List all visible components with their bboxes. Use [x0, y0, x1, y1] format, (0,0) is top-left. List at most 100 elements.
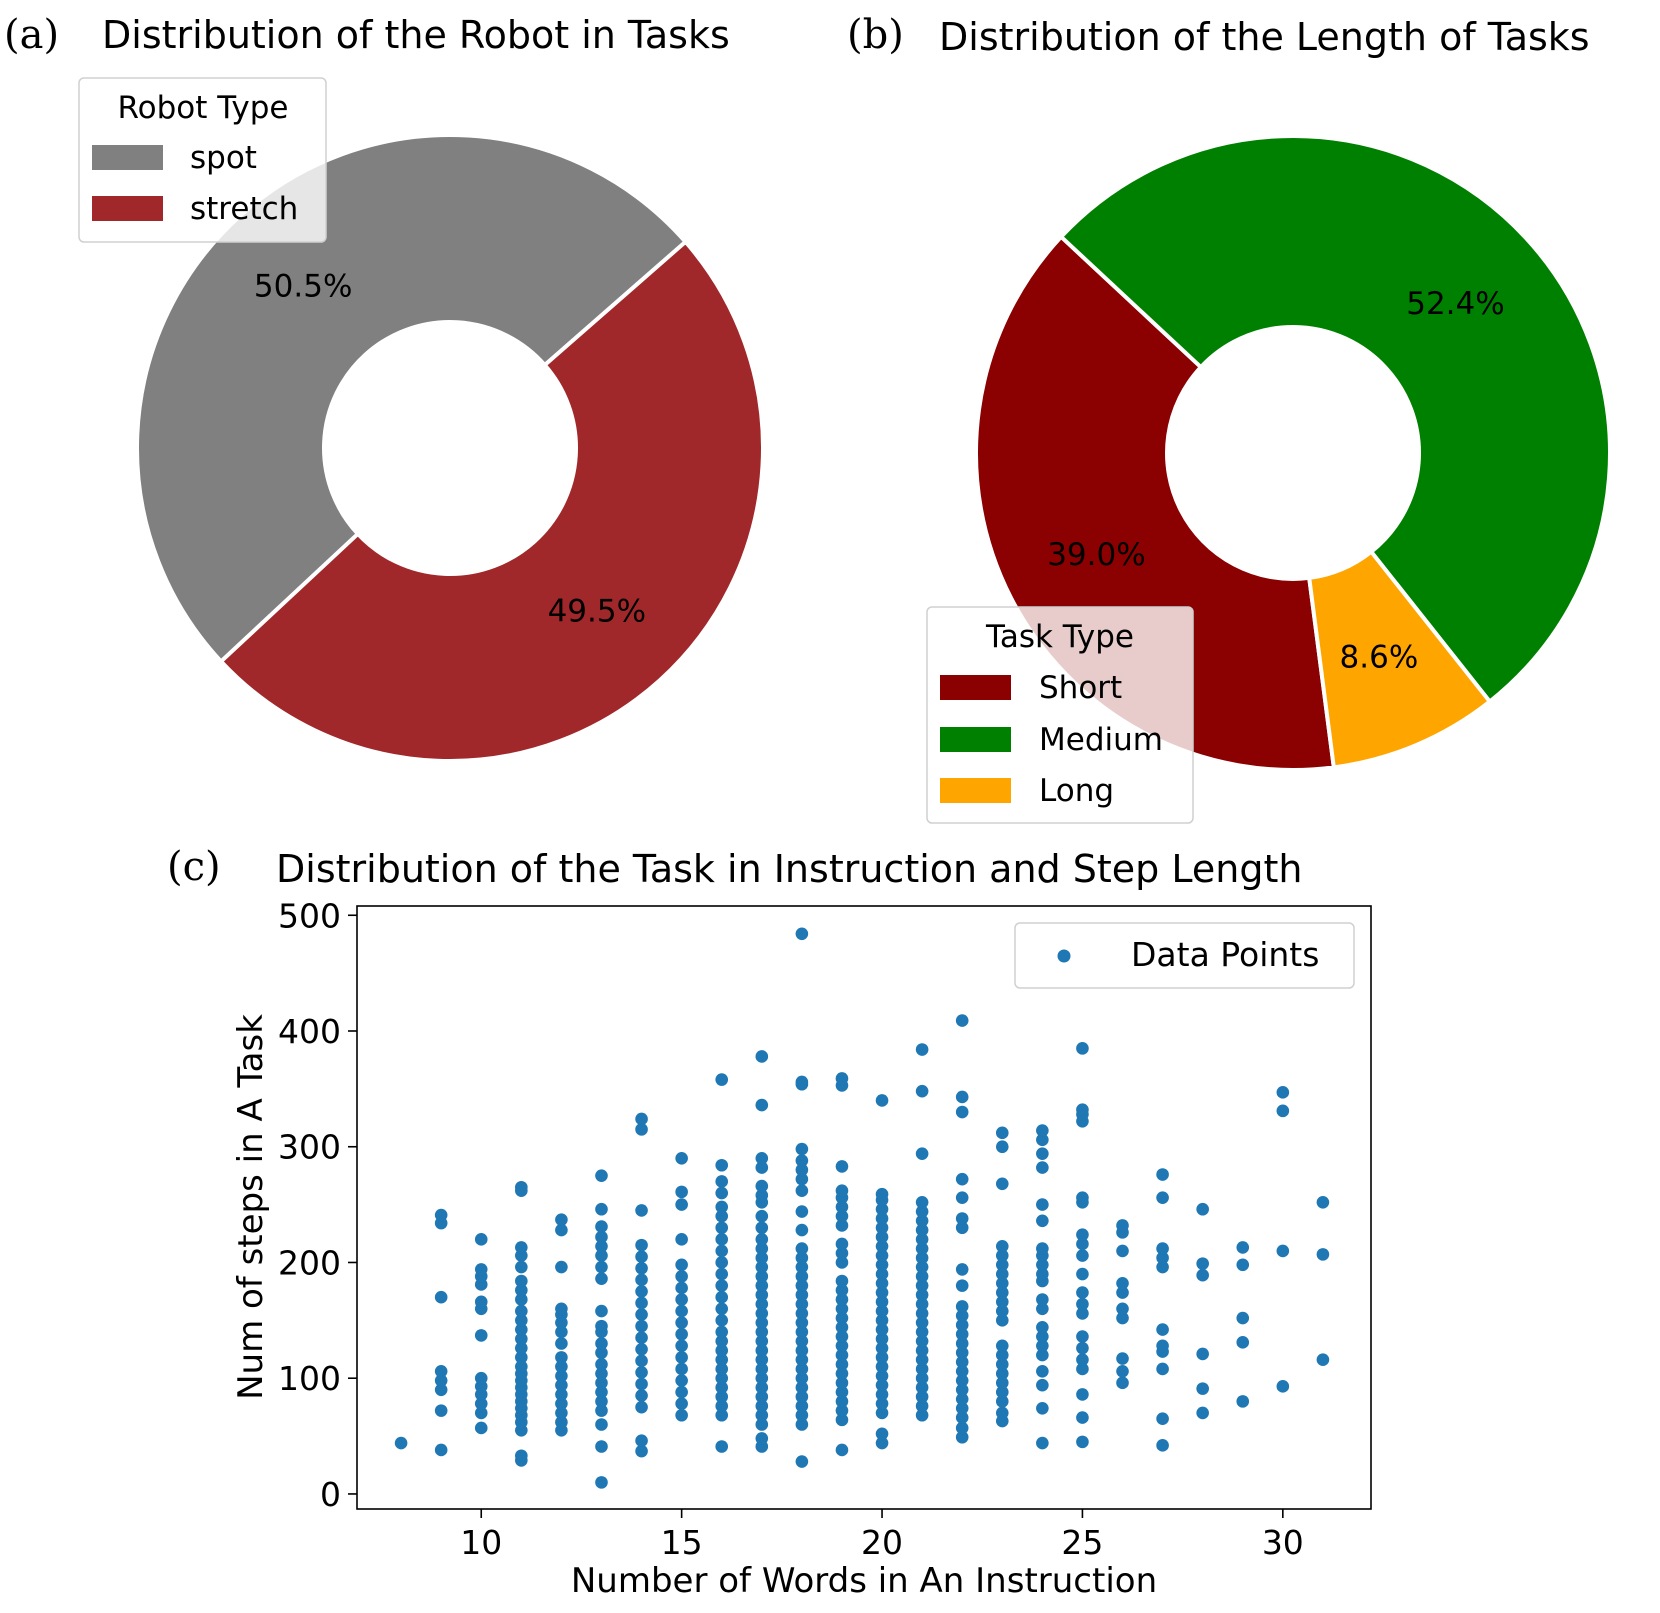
data-point [915, 1316, 929, 1329]
data-point [795, 1223, 809, 1237]
data-point [755, 1325, 769, 1339]
data-point [715, 1302, 729, 1316]
data-point [795, 1279, 809, 1292]
data-point [715, 1353, 729, 1366]
data-point [434, 1404, 448, 1417]
data-point [795, 1381, 809, 1394]
data-point [915, 1205, 929, 1218]
donut-slice-stretch [218, 239, 765, 763]
data-point [1156, 1323, 1169, 1336]
data-point [795, 1184, 809, 1198]
data-point [915, 1260, 929, 1274]
data-point [755, 1288, 769, 1302]
data-point [635, 1273, 648, 1287]
data-point [515, 1341, 528, 1355]
data-point [515, 1260, 528, 1274]
data-point [1076, 1307, 1089, 1320]
data-point [595, 1395, 608, 1408]
data-point [675, 1351, 688, 1364]
data-point [635, 1342, 648, 1356]
data-point [595, 1220, 608, 1233]
data-point [1196, 1257, 1209, 1270]
x-tick-label: 20 [861, 1523, 903, 1562]
data-point [595, 1249, 608, 1262]
data-point [1076, 1267, 1089, 1281]
legend-swatch-long [940, 778, 1011, 803]
data-point [474, 1371, 488, 1385]
donut-slice-medium [1058, 134, 1612, 705]
legend-swatch-spot [92, 145, 163, 170]
data-point [715, 1175, 729, 1188]
data-point [835, 1160, 849, 1173]
data-point [875, 1427, 889, 1441]
data-point [1076, 1297, 1089, 1311]
data-point [1076, 1435, 1089, 1449]
data-point [555, 1360, 568, 1373]
data-point [915, 1147, 929, 1160]
data-point [1156, 1339, 1169, 1353]
data-point [635, 1331, 648, 1345]
data-point [915, 1242, 929, 1255]
data-point [955, 1300, 969, 1313]
slice-percent-label-long: 8.6% [1340, 640, 1419, 676]
data-point [555, 1223, 568, 1237]
data-point [555, 1397, 568, 1410]
data-point [515, 1323, 528, 1336]
data-point [875, 1369, 889, 1383]
data-point [595, 1230, 608, 1244]
legend-label-short: Short [1039, 670, 1122, 706]
data-point [595, 1239, 608, 1253]
data-point [755, 1050, 769, 1063]
legend-swatch-medium [940, 727, 1011, 752]
data-point [1076, 1353, 1089, 1366]
data-point [875, 1277, 889, 1290]
data-point [635, 1308, 648, 1321]
data-point [995, 1339, 1009, 1353]
data-point [515, 1332, 528, 1346]
data-point [1196, 1268, 1209, 1282]
data-point [715, 1221, 729, 1235]
data-point [915, 1223, 929, 1237]
data-point [795, 1334, 809, 1348]
data-point [875, 1202, 889, 1216]
data-point [875, 1286, 889, 1299]
data-point [1156, 1168, 1169, 1181]
data-point [835, 1311, 849, 1325]
data-point [715, 1200, 729, 1214]
data-point [795, 1288, 809, 1302]
data-point [1036, 1302, 1049, 1316]
scatter-legend: Data Points [1014, 922, 1355, 989]
data-point [995, 1277, 1009, 1290]
legend-task-type: Task Type Short Medium Long [926, 606, 1194, 824]
data-point [555, 1325, 568, 1339]
data-point [1076, 1228, 1089, 1241]
data-point [795, 1455, 809, 1468]
data-point [474, 1329, 488, 1342]
data-point [1116, 1352, 1129, 1365]
data-point [595, 1272, 608, 1285]
data-point [755, 1390, 769, 1404]
data-point [755, 1189, 769, 1202]
data-point [715, 1244, 729, 1258]
data-point [555, 1260, 568, 1274]
data-point [795, 1297, 809, 1311]
data-point [915, 1353, 929, 1366]
data-point [1036, 1293, 1049, 1306]
data-point [635, 1400, 648, 1414]
data-point [515, 1241, 528, 1254]
data-point [795, 1172, 809, 1186]
data-point [474, 1406, 488, 1420]
data-point [1116, 1311, 1129, 1325]
data-point [595, 1385, 608, 1399]
data-point [1036, 1320, 1049, 1334]
data-point [635, 1319, 648, 1333]
data-point [1236, 1258, 1250, 1272]
data-point [875, 1304, 889, 1318]
legend-label-medium: Medium [1039, 722, 1163, 758]
data-point [995, 1126, 1009, 1140]
data-point [1276, 1380, 1290, 1393]
data-point [955, 1374, 969, 1387]
slice-percent-label-stretch: 49.5% [548, 593, 646, 629]
y-tick-label: 100 [278, 1359, 341, 1398]
data-point [755, 1251, 769, 1265]
